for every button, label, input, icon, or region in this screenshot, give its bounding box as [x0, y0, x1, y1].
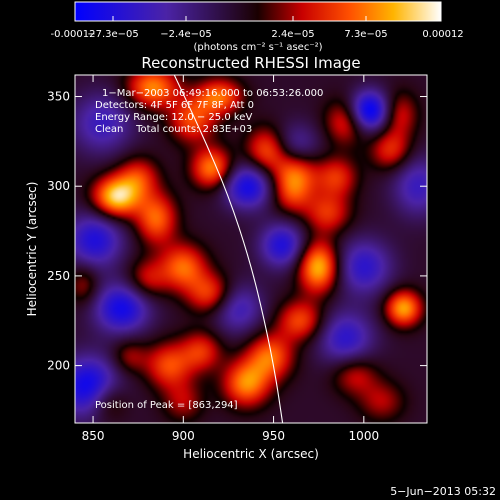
y-tick-label: 350: [47, 90, 70, 104]
colorbar-tick-label: 7.3e−05: [344, 29, 387, 40]
info-line-energy: Energy Range: 12.0 − 25.0 keV: [95, 112, 252, 123]
x-tick-label: 900: [172, 429, 195, 443]
solar-limb-curve: [173, 75, 284, 423]
x-axis-label: Heliocentric X (arcsec): [183, 447, 319, 461]
colorbar-ticks: [74, 16, 442, 21]
colorbar-tick-label: −7.3e−05: [87, 29, 139, 40]
plot-area: 850 900 950 1000 200 250 300 350: [47, 74, 428, 443]
axis-ticks: [75, 75, 427, 423]
colorbar-tick-label: 2.4e−05: [271, 29, 314, 40]
colorbar-tick-label: −2.4e−05: [160, 29, 212, 40]
y-tick-label: 300: [47, 179, 70, 193]
info-line-time: 1−Mar−2003 06:49:16.000 to 06:53:26.000: [102, 88, 323, 99]
colorbar-tick-labels: -0.00012−7.3e−05 −2.4e−05 2.4e−05 7.3e−05 0.…: [51, 29, 464, 40]
axis-tick-labels: 850 900 950 1000 200 250 300 350: [47, 90, 379, 443]
info-line-detectors: Detectors: 4F 5F 6F 7F 8F, Att 0: [95, 100, 254, 111]
colorbar-tick-label: -0.00012: [51, 29, 96, 40]
chart-title: Reconstructed RHESSI Image: [141, 54, 360, 72]
peak-position-label: Position of Peak = [863,294]: [95, 400, 238, 411]
x-tick-label: 850: [82, 429, 105, 443]
y-tick-label: 200: [47, 359, 70, 373]
x-tick-label: 950: [262, 429, 285, 443]
y-tick-label: 250: [47, 269, 70, 283]
plot-frame: [74, 74, 428, 424]
x-tick-label: 1000: [349, 429, 380, 443]
observation-info: 1−Mar−2003 06:49:16.000 to 06:53:26.000 …: [95, 88, 323, 135]
info-line-clean: Clean Total counts: 2.83E+03: [95, 124, 252, 135]
generation-date: 5−Jun−2013 05:32: [390, 485, 496, 498]
y-axis-label: Heliocentric Y (arcsec): [25, 182, 39, 317]
colorbar: [74, 1, 442, 22]
heatmap-image: [75, 75, 427, 423]
colorbar-tick-label: 0.00012: [422, 29, 463, 40]
colorbar-unit-label: (photons cm⁻² s⁻¹ asec⁻²): [193, 42, 322, 53]
